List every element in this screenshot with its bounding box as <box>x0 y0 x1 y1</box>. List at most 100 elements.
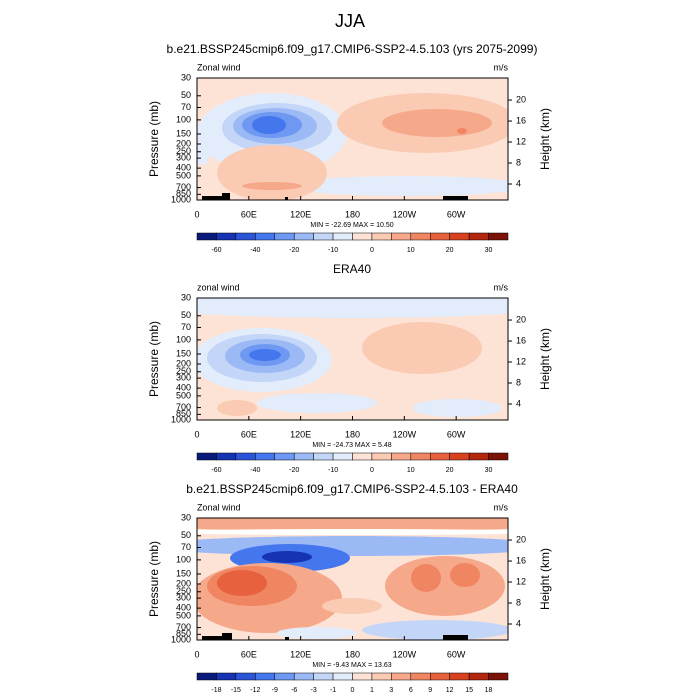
colorbar-box <box>410 452 431 461</box>
x-tick-label: 60W <box>447 649 466 659</box>
x-tick-label: 120W <box>393 649 417 659</box>
colorbar-box <box>313 452 334 461</box>
contour-region <box>242 182 302 190</box>
y2-axis-label: Height (km) <box>538 108 552 170</box>
x-tick-label: 60E <box>241 429 257 439</box>
contour-region <box>257 393 377 413</box>
y-tick-label: 1000 <box>171 414 191 424</box>
colorbar-label: -20 <box>289 467 299 474</box>
y2-tick-label: 20 <box>516 94 526 104</box>
colorbar-box <box>293 452 314 461</box>
right-label: m/s <box>494 502 509 512</box>
colorbar-label: -20 <box>289 247 299 254</box>
contour-field <box>197 298 508 420</box>
y-tick-label: 150 <box>176 568 191 578</box>
y2-tick-label: 8 <box>516 157 521 167</box>
colorbar-box <box>468 452 489 461</box>
colorbar-box <box>430 232 450 241</box>
colorbar-label: -40 <box>250 247 260 254</box>
colorbar-box <box>332 232 353 241</box>
contour-region <box>249 349 281 361</box>
colorbar-label: -18 <box>211 687 221 694</box>
contour-region <box>322 598 382 614</box>
y-tick-label: 50 <box>181 530 191 540</box>
y-tick-label: 200 <box>176 578 191 588</box>
colorbar-box <box>449 452 470 461</box>
y-tick-label: 70 <box>181 322 191 332</box>
y-tick-label: 300 <box>176 372 191 382</box>
right-label: m/s <box>494 62 509 72</box>
y2-tick-label: 16 <box>516 335 526 345</box>
colorbar-label: -60 <box>211 467 221 474</box>
y2-tick-label: 20 <box>516 534 526 544</box>
y-tick-label: 300 <box>176 592 191 602</box>
y-tick-label: 50 <box>181 310 191 320</box>
x-tick-label: 180 <box>345 209 360 219</box>
y2-axis-label: Height (km) <box>538 328 552 390</box>
x-tick-label: 180 <box>345 429 360 439</box>
topography <box>285 197 288 200</box>
y-tick-label: 1000 <box>171 634 191 644</box>
y-tick-label: 850 <box>176 189 191 199</box>
contour-region <box>217 570 267 596</box>
colorbar-box <box>255 232 275 241</box>
x-tick-label: 60W <box>447 209 466 219</box>
topography <box>222 193 230 200</box>
colorbar-label: -12 <box>250 687 260 694</box>
colorbar-box <box>332 672 353 681</box>
colorbar-label: 9 <box>428 687 432 694</box>
figure-title: JJA <box>335 11 365 31</box>
colorbar-label: -60 <box>211 247 221 254</box>
x-tick-label: 120W <box>393 429 417 439</box>
stats: MIN = -9.43 MAX = 13.63 <box>312 662 391 669</box>
x-tick-label: 60E <box>241 209 257 219</box>
colorbar-label: -9 <box>272 687 278 694</box>
contour-region <box>362 322 482 374</box>
colorbar-box <box>488 452 509 461</box>
y-tick-label: 250 <box>176 586 191 596</box>
y2-tick-label: 4 <box>516 398 521 408</box>
colorbar-label: 18 <box>485 687 493 694</box>
x-tick-label: 60W <box>447 429 466 439</box>
colorbar-label: -15 <box>231 687 241 694</box>
contour-region <box>217 145 327 200</box>
contour-region <box>217 400 257 416</box>
colorbar-box <box>313 672 334 681</box>
colorbar-box <box>313 232 334 241</box>
y2-tick-label: 16 <box>516 115 526 125</box>
x-tick-label: 0 <box>194 649 199 659</box>
y-tick-label: 100 <box>176 114 191 124</box>
x-tick-label: 120E <box>290 429 311 439</box>
colorbar-label: 10 <box>407 467 415 474</box>
y-axis-label: Pressure (mb) <box>147 101 161 177</box>
colorbar-label: -10 <box>328 247 338 254</box>
colorbar-box <box>371 672 392 681</box>
contour-region <box>412 399 502 417</box>
colorbar-label: 20 <box>446 247 454 254</box>
colorbar-label: -6 <box>291 687 297 694</box>
colorbar-label: 20 <box>446 467 454 474</box>
colorbar-box <box>293 672 314 681</box>
colorbar-label: -3 <box>311 687 317 694</box>
y-tick-label: 850 <box>176 409 191 419</box>
y-tick-label: 700 <box>176 182 191 192</box>
y-tick-label: 250 <box>176 366 191 376</box>
colorbar-label: 10 <box>407 247 415 254</box>
contour-region <box>197 298 508 318</box>
colorbar-box <box>410 232 431 241</box>
y2-axis-label: Height (km) <box>538 548 552 610</box>
y2-tick-label: 8 <box>516 377 521 387</box>
contour-region <box>197 141 210 165</box>
y-tick-label: 30 <box>181 512 191 522</box>
y-tick-label: 500 <box>176 390 191 400</box>
colorbar-label: 0 <box>370 247 374 254</box>
contour-region <box>197 529 508 535</box>
colorbar-box <box>449 232 470 241</box>
topography <box>443 196 468 200</box>
topography <box>202 636 222 640</box>
x-tick-label: 180 <box>345 649 360 659</box>
colorbar-label: 12 <box>446 687 454 694</box>
colorbar-label: 3 <box>389 687 393 694</box>
colorbar-label: 6 <box>409 687 413 694</box>
